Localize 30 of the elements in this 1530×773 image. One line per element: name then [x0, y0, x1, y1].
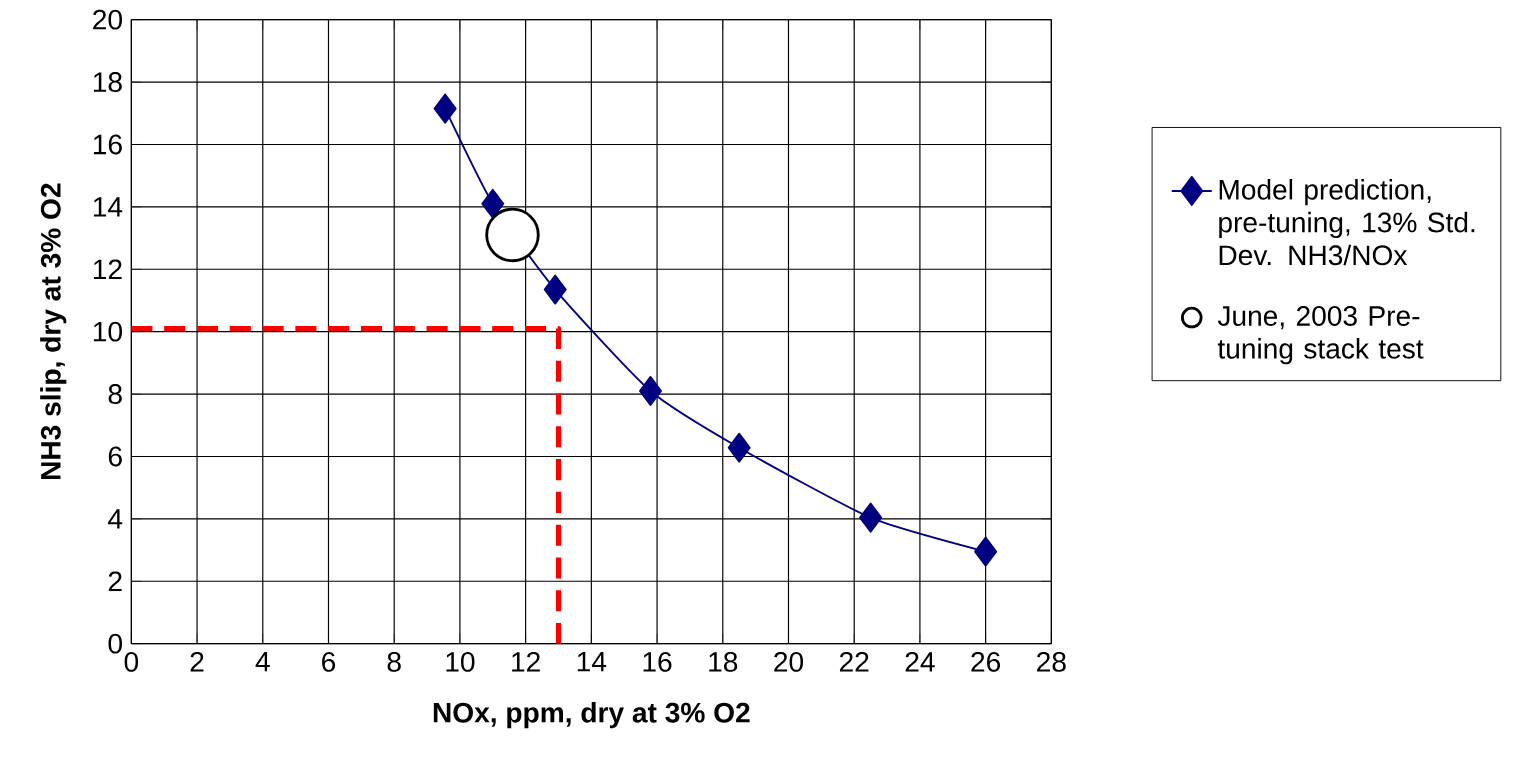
- y-tick-label: 2: [108, 571, 122, 592]
- x-tick-label: 24: [905, 651, 935, 672]
- x-tick-label: 12: [512, 651, 540, 672]
- x-tick-label: 10: [446, 651, 475, 672]
- y-tick-label: 14: [93, 197, 123, 217]
- legend-label: June, 2003 Pre-tuning stack test: [1217, 306, 1424, 365]
- x-tick-label: 22: [839, 651, 869, 672]
- x-tick-label: 16: [643, 651, 672, 672]
- y-tick-label: 8: [108, 384, 122, 404]
- x-tick-label: 26: [971, 651, 1001, 672]
- y-tick-label: 12: [93, 259, 122, 280]
- y-tick-label: 6: [108, 446, 122, 467]
- x-tick-label: 6: [322, 651, 336, 672]
- x-tick-label: 0: [124, 651, 139, 672]
- x-tick-label: 28: [1037, 651, 1066, 672]
- x-tick-label: 2: [190, 651, 204, 672]
- x-tick-label: 14: [577, 651, 607, 672]
- y-tick-label: 20: [93, 9, 122, 30]
- x-tick-label: 18: [709, 651, 738, 672]
- y-tick-label: 16: [93, 134, 122, 155]
- legend-label: Model prediction, pre-tuning, 13% Std. Dev. NH3/NOx: [1219, 179, 1475, 266]
- x-tick-label: 4: [255, 651, 270, 672]
- x-tick-label: 20: [774, 651, 804, 672]
- y-axis-title: NH3 slip, dry at 3% O2: [40, 183, 67, 480]
- y-tick-label: 4: [108, 509, 123, 529]
- x-tick-label: 8: [387, 651, 401, 672]
- y-tick-label: 18: [93, 72, 122, 92]
- y-tick-label: 10: [93, 321, 122, 342]
- y-tick-label: 0: [108, 633, 122, 654]
- x-axis-title: NOx, ppm, dry at 3% O2: [433, 702, 750, 729]
